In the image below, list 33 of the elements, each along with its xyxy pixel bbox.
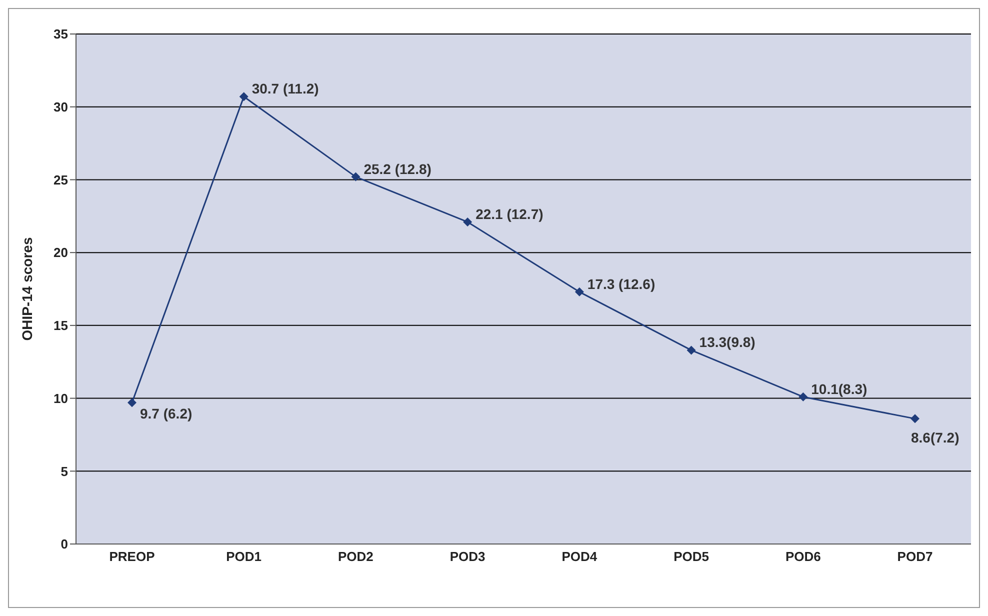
data-label: 10.1(8.3) <box>811 380 868 397</box>
data-label: 17.3 (12.6) <box>587 276 656 292</box>
y-axis-title: OHIP-14 scores <box>18 237 35 341</box>
point <box>574 287 584 296</box>
point <box>128 398 136 408</box>
x-tick-label: POD3 <box>450 549 486 564</box>
data-label: 25.2 (12.8) <box>364 160 432 177</box>
x-tick-label: POD2 <box>338 549 374 564</box>
data-label: 8.6(7.2) <box>911 430 960 446</box>
y-tick-label: 15 <box>54 318 68 334</box>
x-tick-label: POD4 <box>562 549 598 564</box>
data-label: 30.7 (11.2) <box>252 80 319 97</box>
x-tick-label: POD6 <box>785 549 821 564</box>
point <box>686 346 696 355</box>
y-tick-label: 5 <box>60 464 68 479</box>
x-tick-label: POD1 <box>226 549 262 564</box>
point <box>463 217 472 226</box>
y-tick-label: 35 <box>54 26 68 42</box>
point <box>798 392 808 402</box>
y-tick-label: 30 <box>54 99 68 114</box>
x-tick-label: POD5 <box>674 549 709 564</box>
data-label: 22.1 (12.7) <box>476 206 544 222</box>
data-label: 13.3(9.8) <box>699 334 756 350</box>
point <box>351 172 360 182</box>
y-tick-label: 0 <box>60 536 68 552</box>
y-tick-label: 10 <box>54 390 68 406</box>
point <box>239 92 248 102</box>
data-label: 9.7 (6.2) <box>140 406 192 422</box>
point <box>910 414 920 424</box>
y-tick-label: 20 <box>54 245 68 260</box>
y-tick-label: 25 <box>54 172 68 188</box>
x-tick-label: POD7 <box>897 549 933 564</box>
x-tick-label: PREOP <box>109 549 156 564</box>
